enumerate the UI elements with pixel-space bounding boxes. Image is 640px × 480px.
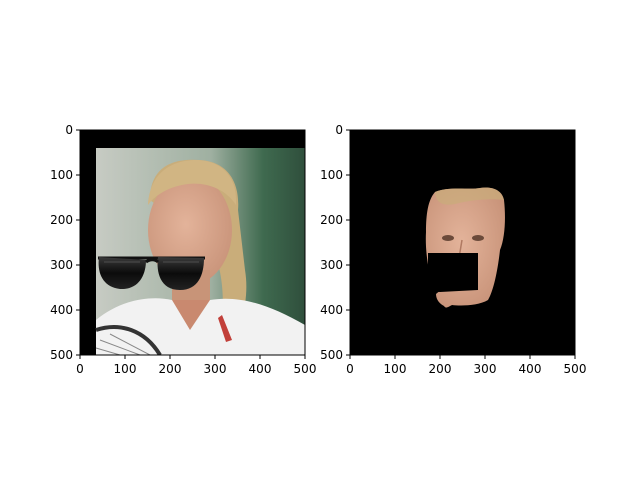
left-image bbox=[80, 130, 305, 355]
left-axes-frame bbox=[79, 129, 306, 356]
left-ytick-label-2: 200 bbox=[50, 213, 73, 227]
right-xtick-label-5: 500 bbox=[564, 362, 587, 376]
right-ytick-label-2: 200 bbox=[320, 213, 343, 227]
right-xtick-label-0: 0 bbox=[346, 362, 354, 376]
right-ytick-label-1: 100 bbox=[320, 168, 343, 182]
right-axes-frame bbox=[349, 129, 576, 356]
left-xtick-label-3: 300 bbox=[204, 362, 227, 376]
right-xtick-label-4: 400 bbox=[519, 362, 542, 376]
left-ytick-label-4: 400 bbox=[50, 303, 73, 317]
right-xtick-label-2: 200 bbox=[429, 362, 452, 376]
left-xtick-label-4: 400 bbox=[249, 362, 272, 376]
right-xtick-label-1: 100 bbox=[384, 362, 407, 376]
left-xtick-label-0: 0 bbox=[76, 362, 84, 376]
right-ytick-label-4: 400 bbox=[320, 303, 343, 317]
left-ytick-label-5: 500 bbox=[50, 348, 73, 362]
left-ytick-label-0: 0 bbox=[65, 123, 73, 137]
left-ytick-label-3: 300 bbox=[50, 258, 73, 272]
left-xtick-label-5: 500 bbox=[294, 362, 317, 376]
right-ytick-label-0: 0 bbox=[335, 123, 343, 137]
right-image bbox=[350, 130, 575, 355]
left-xtick-label-2: 200 bbox=[159, 362, 182, 376]
left-xtick-label-1: 100 bbox=[114, 362, 137, 376]
right-xtick-label-3: 300 bbox=[474, 362, 497, 376]
right-ytick-label-5: 500 bbox=[320, 348, 343, 362]
left-ytick-label-1: 100 bbox=[50, 168, 73, 182]
right-ytick-label-3: 300 bbox=[320, 258, 343, 272]
